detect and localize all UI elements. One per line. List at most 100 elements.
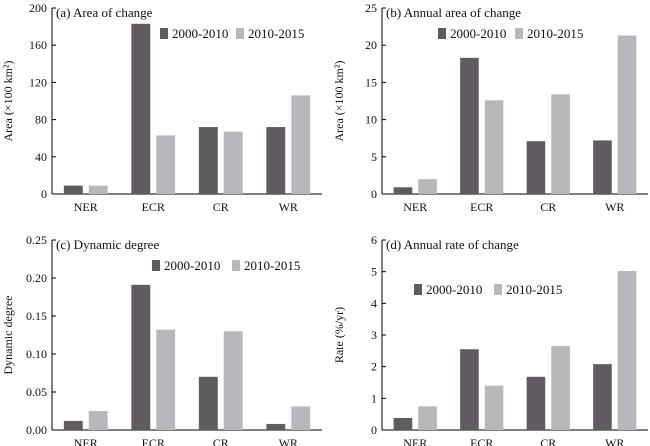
- legend-label: 2010-2015: [506, 282, 562, 297]
- x-category-label: ECR: [470, 200, 493, 214]
- bar-ner-2000-2010: [63, 185, 83, 194]
- x-category-label: NER: [74, 200, 98, 214]
- legend-swatch: [438, 28, 446, 39]
- y-tick-label: 0.05: [26, 385, 47, 399]
- x-category-label: WR: [279, 436, 298, 446]
- bar-wr-2000-2010: [593, 140, 612, 194]
- y-axis-title: Rate (%/yr): [332, 307, 346, 363]
- y-axis-title: Dynamic degree: [1, 296, 15, 375]
- x-category-label: NER: [403, 200, 427, 214]
- bar-cr-2000-2010: [198, 127, 218, 194]
- bar-ner-2010-2015: [418, 179, 437, 194]
- bar-ecr-2000-2010: [460, 57, 479, 195]
- legend-swatch: [515, 28, 523, 39]
- panel-title: (b) Annual area of change: [386, 5, 521, 20]
- x-category-label: CR: [540, 436, 556, 446]
- legend-swatch: [152, 260, 160, 271]
- bar-wr-2010-2015: [617, 271, 637, 430]
- legend-swatch: [236, 28, 244, 39]
- y-tick-label: 0.00: [26, 423, 47, 437]
- bar-cr-2010-2015: [551, 346, 570, 430]
- bar-cr-2010-2015: [223, 131, 243, 194]
- y-tick-label: 40: [35, 150, 47, 164]
- x-category-label: ECR: [470, 436, 493, 446]
- bar-cr-2000-2010: [526, 141, 546, 194]
- legend-label: 2010-2015: [244, 258, 300, 273]
- bar-wr-2010-2015: [291, 406, 311, 430]
- y-tick-label: 0.20: [26, 271, 47, 285]
- bar-cr-2010-2015: [223, 331, 243, 430]
- y-tick-label: 1: [371, 391, 377, 405]
- y-tick-label: 0.15: [26, 309, 47, 323]
- legend-label: 2000-2010: [172, 26, 228, 41]
- legend-swatch: [232, 260, 240, 271]
- bar-wr-2000-2010: [593, 364, 612, 430]
- x-category-label: ECR: [142, 436, 165, 446]
- bar-ecr-2010-2015: [156, 135, 176, 194]
- y-tick-label: 25: [365, 1, 377, 15]
- panel-area-of-change: 0 40 80 120 160 200 NER ECR CR WR (a) Area of chan…: [1, 1, 322, 214]
- y-tick-label: 3: [371, 328, 377, 342]
- y-tick-label: 6: [371, 233, 377, 247]
- bar-ner-2010-2015: [88, 411, 108, 430]
- panel-title: (d) Annual rate of change: [386, 237, 519, 252]
- bar-ecr-2010-2015: [156, 329, 176, 430]
- bar-ecr-2000-2010: [131, 284, 151, 430]
- x-category-label: NER: [74, 436, 98, 446]
- bar-wr-2000-2010: [266, 127, 286, 194]
- y-axis-title: Area (×100 km²): [332, 60, 346, 141]
- x-category-label: ECR: [142, 200, 165, 214]
- y-tick-label: 0: [41, 187, 47, 201]
- panel-title: (a) Area of change: [56, 5, 153, 20]
- legend-label: 2000-2010: [450, 26, 506, 41]
- bar-cr-2000-2010: [526, 376, 546, 430]
- bar-ecr-2010-2015: [484, 100, 504, 194]
- bar-ner-2000-2010: [393, 187, 413, 194]
- y-tick-label: 200: [29, 1, 47, 15]
- bar-cr-2010-2015: [551, 94, 570, 194]
- y-tick-label: 5: [371, 265, 377, 279]
- y-tick-label: 120: [29, 75, 47, 89]
- x-category-label: WR: [605, 436, 624, 446]
- bar-ecr-2000-2010: [460, 349, 479, 430]
- x-category-label: WR: [605, 200, 624, 214]
- bar-cr-2000-2010: [198, 376, 218, 430]
- y-tick-label: 160: [29, 38, 47, 52]
- panel-annual-rate-of-change: 0 1 2 3 4 5 6 NER ECR CR WR (d) Annual rate of chan…: [332, 233, 648, 446]
- y-tick-label: 5: [371, 150, 377, 164]
- panel-title: (c) Dynamic degree: [56, 237, 159, 252]
- x-category-label: CR: [213, 200, 229, 214]
- legend-label: 2000-2010: [164, 258, 220, 273]
- bar-ecr-2010-2015: [484, 385, 504, 430]
- y-tick-label: 0: [371, 423, 377, 437]
- y-tick-label: 4: [371, 296, 377, 310]
- x-category-label: CR: [540, 200, 556, 214]
- y-tick-label: 2: [371, 360, 377, 374]
- legend-swatch: [414, 284, 422, 295]
- y-tick-label: 10: [365, 113, 377, 127]
- bar-ecr-2000-2010: [131, 23, 151, 195]
- bar-wr-2010-2015: [291, 95, 311, 194]
- bar-ner-2000-2010: [393, 417, 413, 430]
- legend-label: 2000-2010: [426, 282, 482, 297]
- panel-dynamic-degree: 0.00 0.05 0.10 0.15 0.20 0.25 NER ECR CR WR (c) Dy…: [1, 233, 322, 446]
- y-tick-label: 20: [365, 38, 377, 52]
- legend-swatch: [494, 284, 502, 295]
- x-category-label: WR: [279, 200, 298, 214]
- y-axis-title: Area (×100 km²): [1, 60, 15, 141]
- legend-label: 2010-2015: [248, 26, 304, 41]
- y-tick-label: 80: [35, 113, 47, 127]
- legend-swatch: [160, 28, 168, 39]
- bar-ner-2010-2015: [418, 406, 437, 430]
- legend-label: 2010-2015: [527, 26, 583, 41]
- bar-wr-2000-2010: [266, 423, 286, 430]
- x-category-label: CR: [213, 436, 229, 446]
- y-tick-label: 0.10: [26, 347, 47, 361]
- y-tick-label: 15: [365, 75, 377, 89]
- x-category-label: NER: [403, 436, 427, 446]
- y-tick-label: 0: [371, 187, 377, 201]
- panel-annual-area-of-change: 0 5 10 15 20 25 NER ECR CR WR (b) Annual area of c…: [332, 1, 648, 214]
- bar-ner-2010-2015: [88, 185, 108, 194]
- y-tick-label: 0.25: [26, 233, 47, 247]
